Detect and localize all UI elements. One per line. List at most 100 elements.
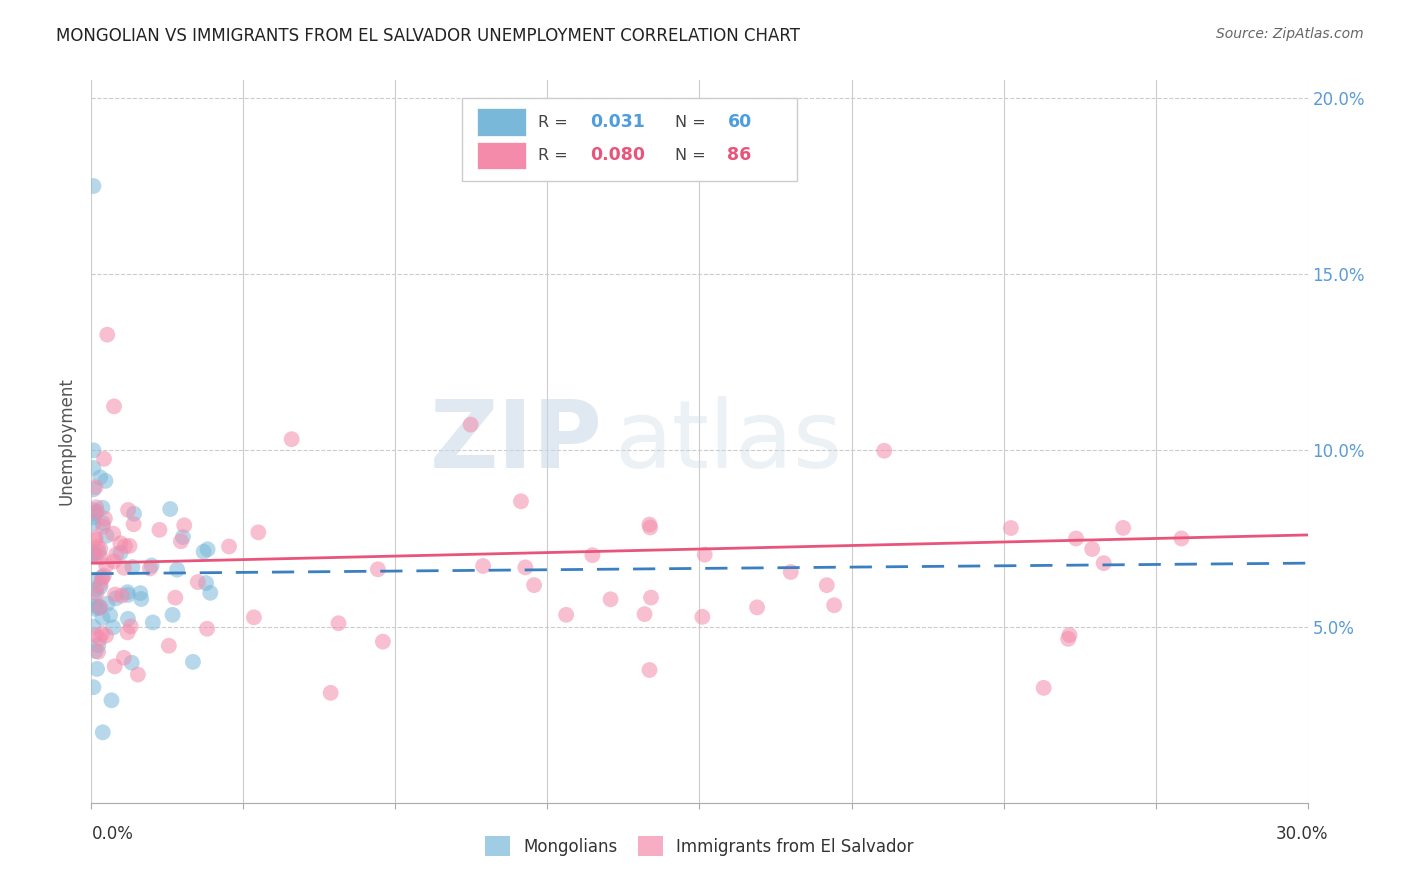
Point [142,615,165,630]
Point [118,539,141,553]
Point [82,548,104,562]
Point [96,558,118,573]
Point [195,576,218,591]
Point [367,562,389,576]
Point [200,586,222,600]
Point [197,542,219,557]
Point [1112,521,1135,535]
Bar [477,142,526,169]
Text: R =: R = [537,148,568,163]
Point [82,443,104,458]
Point [91,571,114,585]
Point [1057,632,1080,646]
Point [472,559,495,574]
Point [1092,556,1115,570]
Point [745,600,768,615]
Point [112,560,135,574]
Point [633,607,655,621]
Point [82,461,104,475]
Point [83,588,105,602]
Point [1064,532,1087,546]
Point [87,638,110,652]
Point [91,626,114,640]
Point [84,599,107,613]
Point [141,558,163,573]
Text: 0.0%: 0.0% [91,825,134,843]
Point [148,523,170,537]
Point [96,597,118,611]
Text: Source: ZipAtlas.com: Source: ZipAtlas.com [1216,27,1364,41]
Point [111,589,134,603]
Point [87,645,110,659]
Point [86,662,108,676]
Point [84,602,107,616]
Point [103,554,125,568]
Point [82,483,104,497]
Point [82,680,104,694]
Point [1059,628,1081,642]
Point [84,533,107,547]
Point [83,516,105,531]
Point [89,577,111,591]
Point [515,560,537,574]
Point [510,494,533,508]
Point [83,547,105,561]
Point [87,545,110,559]
Point [193,545,215,559]
Point [122,507,145,521]
Point [581,548,603,562]
Point [460,417,482,432]
Point [157,639,180,653]
Point [117,585,139,599]
Point [110,536,132,550]
Point [96,529,118,543]
Point [638,520,661,534]
Point [640,591,662,605]
Point [103,400,125,414]
Point [91,611,114,625]
Point [371,634,394,648]
Text: 0.080: 0.080 [591,146,645,164]
Point [82,620,104,634]
Point [91,519,114,533]
Point [91,570,114,584]
Point [120,619,142,633]
Point [114,539,136,553]
Point [84,573,107,587]
Point [181,655,204,669]
Point [599,592,621,607]
Point [127,667,149,681]
Point [117,625,139,640]
Point [121,560,143,574]
Text: atlas: atlas [614,395,842,488]
Point [98,608,121,623]
Point [319,686,342,700]
Point [84,480,107,494]
Point [170,534,193,549]
Text: MONGOLIAN VS IMMIGRANTS FROM EL SALVADOR UNEMPLOYMENT CORRELATION CHART: MONGOLIAN VS IMMIGRANTS FROM EL SALVADOR… [56,27,800,45]
Point [104,659,127,673]
Point [1170,532,1192,546]
Point [523,578,546,592]
Point [823,599,845,613]
Point [89,599,111,614]
Point [89,580,111,594]
Point [815,578,838,592]
Point [91,725,114,739]
Text: N =: N = [675,115,706,129]
Point [693,548,716,562]
Point [84,500,107,515]
Point [104,587,127,601]
Point [166,563,188,577]
FancyBboxPatch shape [463,98,797,181]
Point [129,586,152,600]
Point [89,632,111,646]
Legend: Mongolians, Immigrants from El Salvador: Mongolians, Immigrants from El Salvador [478,830,921,863]
Y-axis label: Unemployment: Unemployment [58,377,76,506]
Point [94,474,117,488]
Point [117,503,139,517]
Point [82,179,104,194]
Point [187,575,209,590]
Point [172,530,194,544]
Point [105,548,128,562]
